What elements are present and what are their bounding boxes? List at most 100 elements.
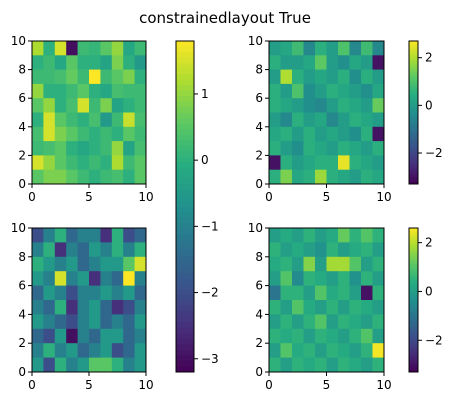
heatmap-cell: [361, 228, 373, 243]
heatmap-cell: [77, 112, 90, 128]
heatmap-cell: [269, 228, 281, 243]
heatmap-cell: [315, 357, 327, 373]
heatmap-cell: [134, 314, 147, 330]
heatmap-cell: [32, 83, 44, 99]
heatmap-cell: [338, 169, 350, 185]
heatmap-cell: [269, 98, 281, 113]
heatmap-cell: [361, 242, 373, 258]
heatmap-cell: [111, 112, 124, 128]
colorbar-segment: [176, 239, 194, 246]
colorbar-segment: [409, 290, 418, 294]
colorbar-segment: [176, 289, 194, 296]
y-tick-label: 8: [255, 250, 263, 264]
heatmap-cell: [269, 285, 281, 301]
heatmap-cell: [292, 314, 304, 330]
colorbar-segment: [409, 45, 418, 49]
heatmap-cell: [338, 41, 350, 56]
colorbar-segment: [409, 148, 418, 152]
heatmap-cell: [303, 112, 316, 128]
heatmap-cell: [54, 328, 67, 344]
heatmap-cell: [32, 98, 44, 113]
heatmap-cell: [372, 228, 385, 243]
heatmap-cell: [100, 357, 113, 373]
heatmap-cell: [372, 271, 385, 286]
heatmap-cell: [361, 126, 373, 142]
heatmap-cell: [66, 141, 78, 156]
colorbar-segment: [409, 131, 418, 135]
heatmap-cell: [292, 126, 304, 142]
colorbar-segment: [176, 344, 194, 351]
colorbar-segment: [409, 285, 418, 289]
heatmap-cell: [269, 343, 281, 358]
heatmap-cell: [292, 300, 304, 315]
heatmap-cell: [54, 155, 67, 171]
colorbar-segment: [409, 55, 418, 59]
colorbar-segment: [409, 345, 418, 349]
heatmap-cell: [338, 300, 350, 315]
heatmap-cell: [280, 314, 293, 330]
colorbar-segment: [176, 322, 194, 329]
heatmap-cell: [361, 155, 373, 171]
colorbar-segment: [409, 333, 418, 337]
x-tick-label: 0: [28, 190, 36, 204]
colorbar-segment: [409, 157, 418, 161]
heatmap-cell: [111, 155, 124, 171]
heatmap-cell: [32, 300, 44, 315]
heatmap-cell: [349, 41, 362, 56]
colorbar-segment: [409, 242, 418, 246]
heatmap-cell: [32, 328, 44, 344]
heatmap-cell: [134, 328, 147, 344]
heatmap-cell: [89, 271, 101, 286]
heatmap-cell: [326, 343, 339, 358]
colorbar-segment: [176, 173, 194, 180]
y-tick-label: 8: [18, 63, 26, 77]
heatmap-cell: [303, 55, 316, 70]
heatmap-cell: [89, 343, 101, 358]
heatmap-cell: [66, 155, 78, 171]
heatmap-cell: [66, 98, 78, 113]
heatmap-cell: [111, 69, 124, 85]
colorbar-segment: [409, 136, 418, 140]
heatmap-cell: [338, 141, 350, 156]
colorbar-segment: [409, 348, 418, 351]
heatmap-cell: [77, 83, 90, 99]
y-tick-label: 8: [255, 63, 263, 77]
colorbar-segment: [409, 69, 418, 73]
colorbar-segment: [409, 114, 418, 118]
heatmap-cell: [89, 242, 101, 258]
heatmap-cell: [89, 41, 101, 56]
colorbar-segment: [409, 321, 418, 325]
heatmap-cell: [303, 169, 316, 185]
x-tick-label: 10: [138, 378, 153, 392]
colorbar-segment: [176, 167, 194, 174]
heatmap-cell: [269, 271, 281, 286]
heatmap-cell: [66, 328, 78, 344]
colorbar-segment: [409, 264, 418, 267]
heatmap-cell: [134, 343, 147, 358]
heatmap-cell: [32, 169, 44, 185]
heatmap-cell: [349, 328, 362, 344]
heatmap-cell: [326, 41, 339, 56]
colorbar-segment: [176, 261, 194, 268]
heatmap-cell: [32, 357, 44, 373]
colorbar-segment: [176, 195, 194, 202]
colorbar-segment: [409, 328, 418, 332]
colorbar-segment: [176, 355, 194, 362]
colorbar-segment: [409, 176, 418, 180]
heatmap-cell: [280, 83, 293, 99]
heatmap-cell: [100, 242, 113, 258]
x-tick-label: 10: [376, 190, 391, 204]
heatmap-cell: [77, 285, 90, 301]
colorbar-segment: [176, 145, 194, 152]
heatmap-cell: [111, 242, 124, 258]
colorbar-segment: [176, 300, 194, 307]
colorbar-segment: [409, 252, 418, 255]
colorbar-tick-label: 1: [201, 87, 209, 101]
colorbar-segment: [409, 254, 418, 258]
heatmap-cell: [43, 357, 56, 373]
colorbar-segment: [409, 169, 418, 173]
heatmap-cell: [303, 41, 316, 56]
heatmap-cell: [134, 228, 147, 243]
heatmap-cell: [303, 328, 316, 344]
colorbar-segment: [409, 129, 418, 133]
